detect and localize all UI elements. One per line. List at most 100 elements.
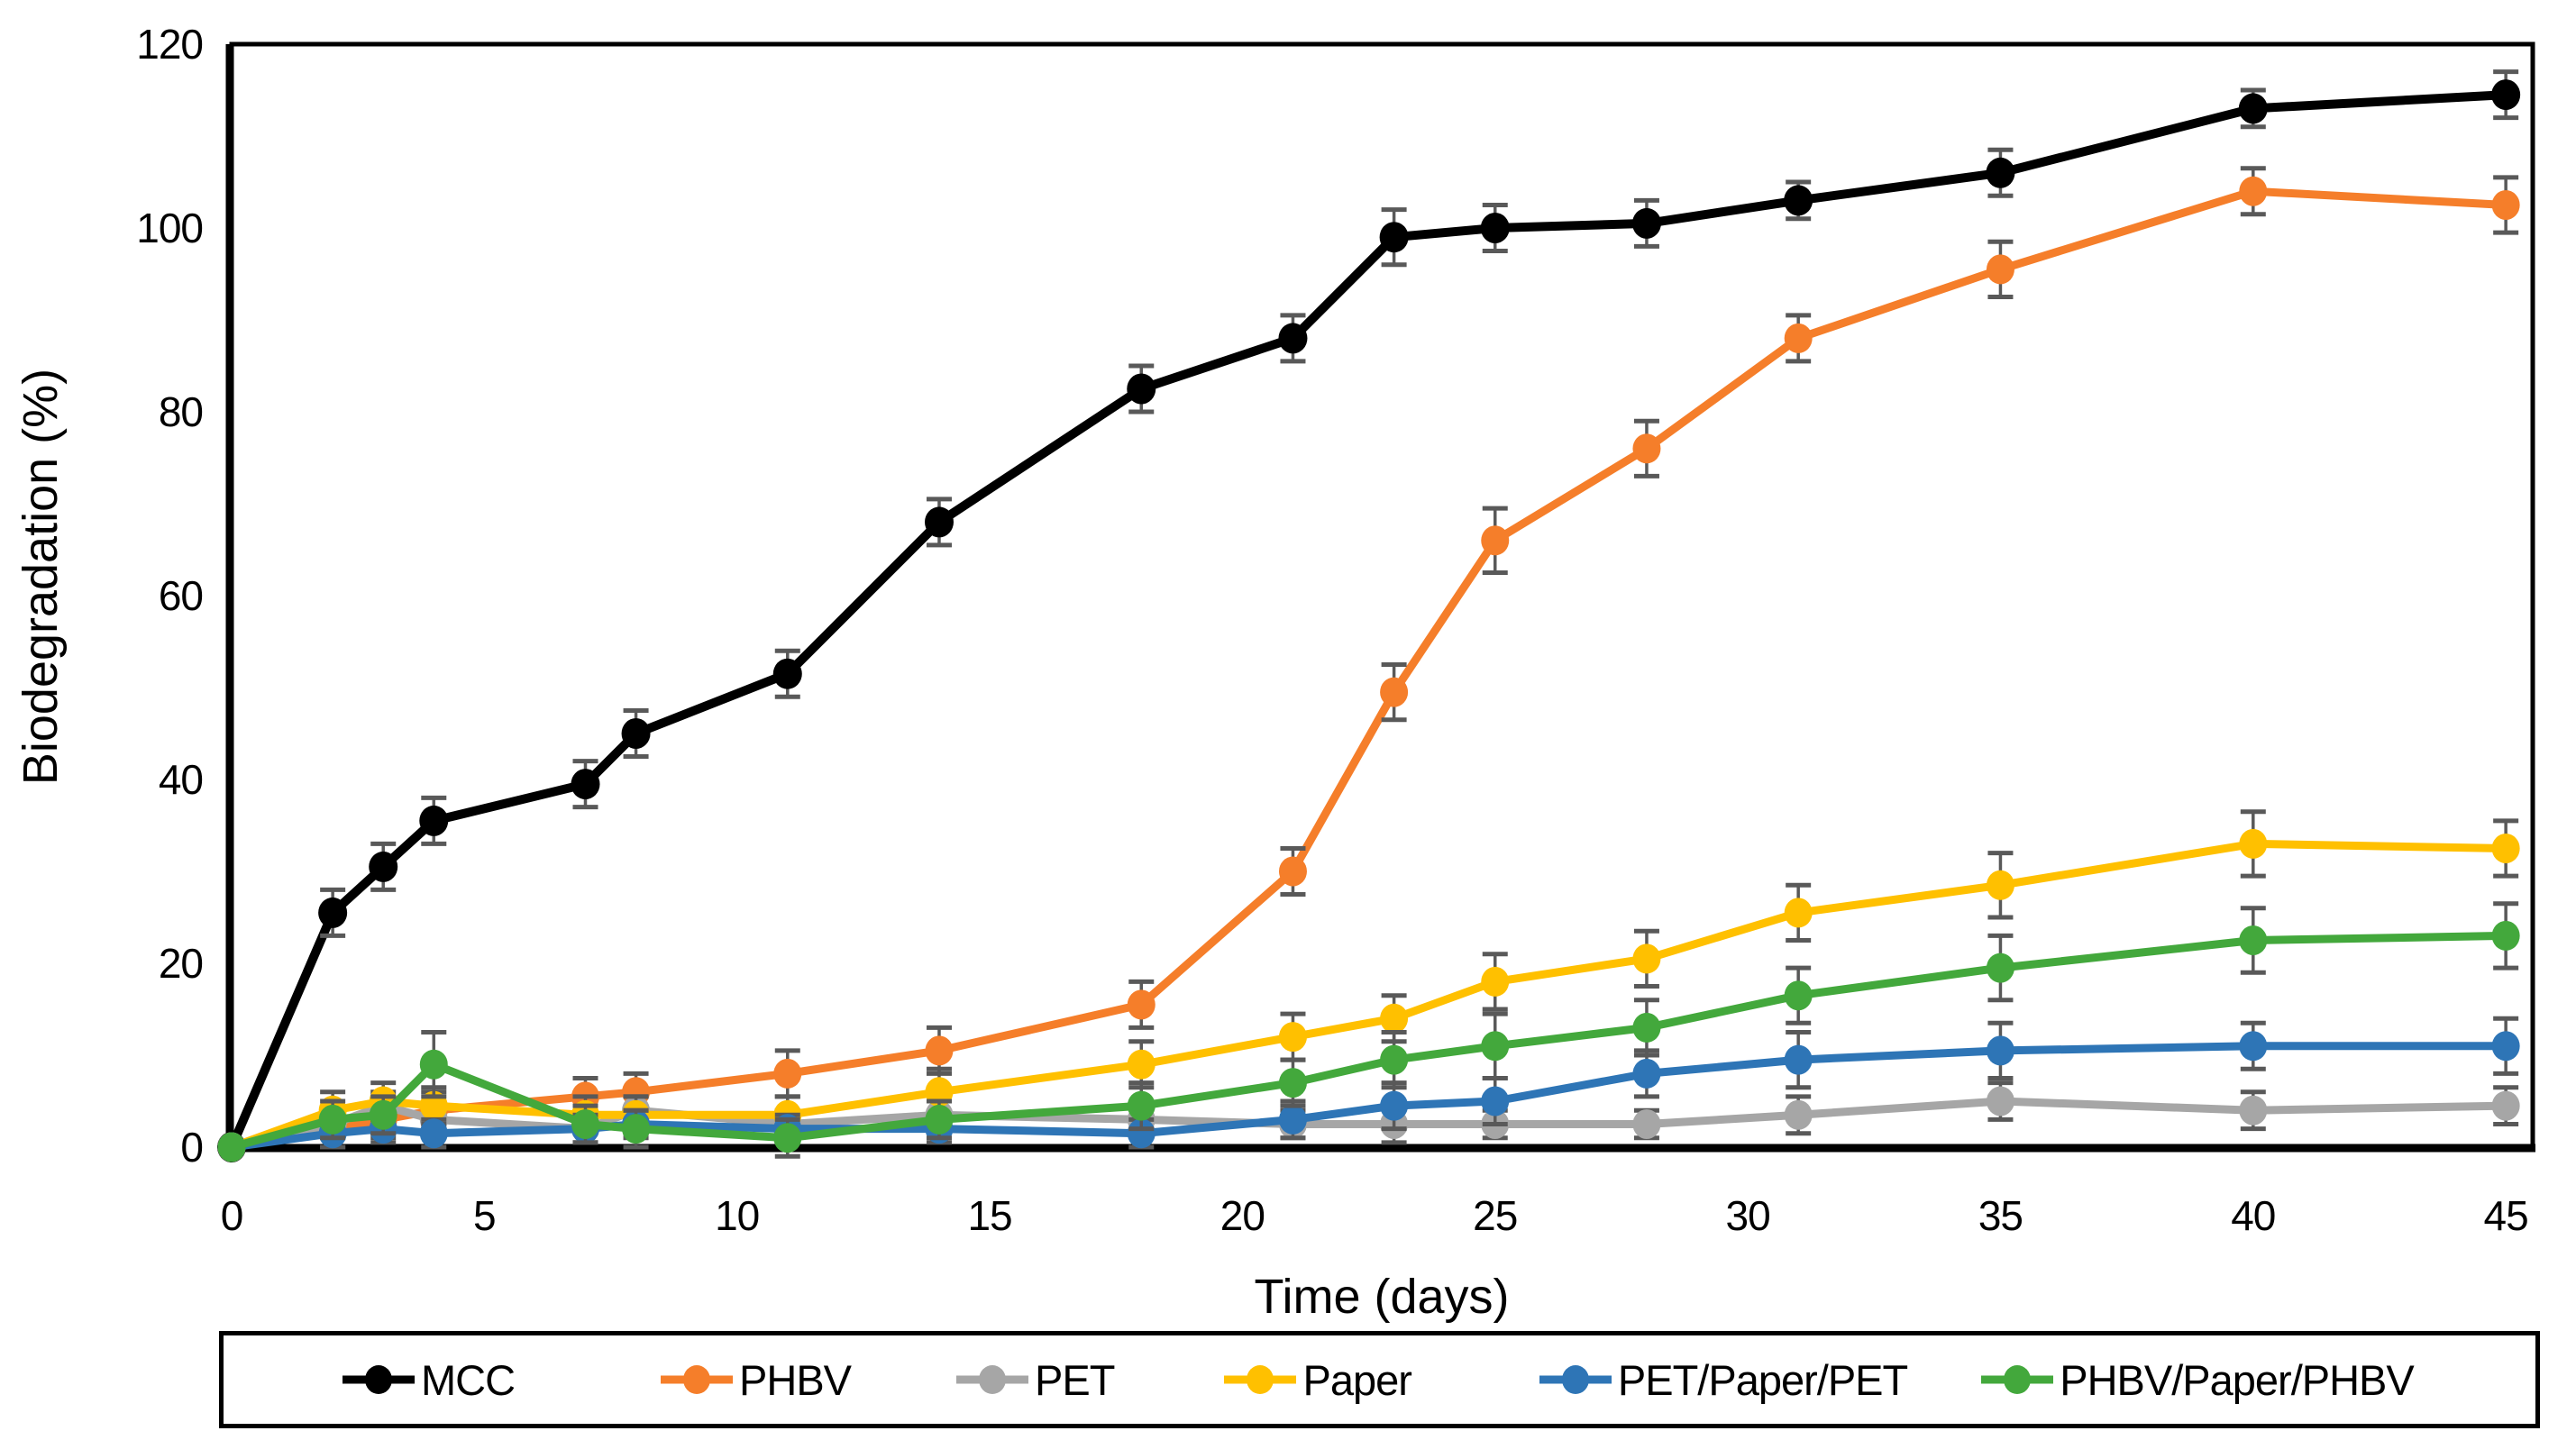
data-point-marker — [2491, 1031, 2520, 1062]
data-point-marker — [1278, 1068, 1307, 1098]
legend-item-label: PET/Paper/PET — [1617, 1355, 1908, 1404]
legend-marker-icon — [956, 1365, 1029, 1394]
data-point-marker — [1127, 1049, 1156, 1080]
data-point-marker — [924, 506, 954, 538]
legend-item: PET — [955, 1355, 1115, 1405]
data-point-marker — [1784, 323, 1813, 353]
series-line — [227, 931, 2510, 1152]
series-line — [227, 90, 2511, 1152]
x-axis-title: Time (days) — [1254, 1270, 1510, 1324]
data-point-marker — [1278, 1104, 1307, 1135]
series-PHBV/Paper/PHBV — [217, 901, 2520, 1162]
data-point-marker — [1784, 898, 1813, 928]
data-point-marker — [1380, 1044, 1409, 1075]
data-point-marker — [1632, 433, 1661, 464]
legend-marker-icon — [661, 1365, 734, 1394]
x-tick-label: 35 — [1978, 1192, 2023, 1239]
data-point-marker — [1632, 1012, 1661, 1043]
data-point-marker — [1986, 952, 2014, 983]
data-point-marker — [1784, 185, 1813, 216]
data-point-marker — [1784, 1044, 1813, 1075]
data-point-marker — [1632, 1058, 1661, 1089]
data-point-marker — [1481, 525, 1510, 556]
data-point-marker — [622, 1114, 651, 1144]
legend-marker-icon — [1224, 1365, 1297, 1394]
y-tick-label: 100 — [136, 205, 204, 251]
x-tick-label: 15 — [967, 1192, 1012, 1239]
data-point-marker — [2239, 1031, 2268, 1062]
series-MCC — [217, 69, 2521, 1162]
data-point-marker — [1380, 677, 1409, 707]
data-point-marker — [1632, 943, 1661, 974]
data-point-marker — [1481, 966, 1510, 997]
data-point-marker — [1380, 1003, 1409, 1034]
legend-item: PHBV — [659, 1355, 852, 1405]
data-point-marker — [1480, 213, 1510, 243]
legend-marker-icon — [1981, 1365, 2054, 1394]
series-PHBV — [217, 166, 2520, 1162]
legend-item-label: PHBV — [739, 1355, 852, 1404]
x-tick-label: 30 — [1725, 1192, 1771, 1239]
data-point-marker — [419, 805, 449, 836]
data-point-marker — [1127, 1118, 1156, 1149]
data-point-marker — [925, 1035, 954, 1066]
data-point-marker — [1986, 254, 2014, 285]
x-tick-label: 45 — [2483, 1192, 2529, 1239]
y-tick-label: 120 — [136, 21, 204, 68]
data-point-marker — [217, 1132, 246, 1162]
legend-item-label: PHBV/Paper/PHBV — [2060, 1355, 2415, 1404]
data-point-marker — [773, 1123, 802, 1153]
data-point-marker — [2239, 828, 2268, 859]
data-point-marker — [1631, 207, 1661, 239]
x-tick-label: 40 — [2231, 1192, 2276, 1239]
data-point-marker — [419, 1049, 448, 1080]
legend-item: MCC — [341, 1355, 516, 1405]
legend-item: Paper — [1222, 1355, 1412, 1405]
y-tick-label: 60 — [158, 572, 204, 619]
legend-marker-icon — [343, 1365, 415, 1394]
data-point-marker — [1632, 1109, 1661, 1139]
x-tick-label: 5 — [473, 1192, 497, 1239]
data-point-marker — [419, 1118, 448, 1149]
legend-item-label: PET — [1035, 1355, 1115, 1404]
x-tick-label: 10 — [715, 1192, 760, 1239]
x-tick-label: 20 — [1219, 1192, 1265, 1239]
data-point-marker — [1481, 1031, 1510, 1062]
data-point-marker — [1481, 1086, 1510, 1116]
data-point-marker — [1986, 1086, 2014, 1116]
data-point-marker — [1784, 1099, 1813, 1130]
legend-item: PHBV/Paper/PHBV — [1979, 1355, 2415, 1405]
legend-item: PET/Paper/PET — [1538, 1355, 1908, 1405]
data-point-marker — [1127, 1090, 1156, 1121]
legend-item-label: MCC — [421, 1355, 516, 1404]
y-tick-label: 0 — [180, 1124, 204, 1171]
data-point-marker — [571, 1109, 599, 1139]
data-point-marker — [1380, 1090, 1409, 1121]
data-point-marker — [2239, 176, 2268, 206]
data-point-marker — [1278, 323, 1308, 354]
data-point-marker — [1986, 1035, 2014, 1066]
data-point-marker — [925, 1104, 954, 1135]
data-point-marker — [621, 718, 651, 749]
data-point-marker — [1278, 1022, 1307, 1053]
data-point-marker — [1127, 373, 1156, 405]
data-point-marker — [571, 769, 600, 800]
data-point-marker — [2239, 925, 2268, 955]
data-point-marker — [2491, 920, 2520, 951]
legend-item-label: Paper — [1302, 1355, 1411, 1404]
data-point-marker — [318, 897, 348, 928]
series-line — [227, 187, 2510, 1152]
data-point-marker — [2239, 1095, 2268, 1126]
y-tick-label: 40 — [158, 756, 204, 803]
x-tick-label: 0 — [220, 1192, 244, 1239]
data-point-marker — [772, 658, 802, 689]
data-point-marker — [2491, 79, 2521, 111]
data-point-marker — [1986, 157, 2015, 188]
data-point-marker — [1127, 989, 1156, 1020]
x-tick-label: 25 — [1473, 1192, 1518, 1239]
data-point-marker — [2491, 834, 2520, 863]
data-point-marker — [1986, 870, 2014, 900]
data-point-marker — [369, 851, 398, 882]
data-point-marker — [369, 1099, 397, 1130]
